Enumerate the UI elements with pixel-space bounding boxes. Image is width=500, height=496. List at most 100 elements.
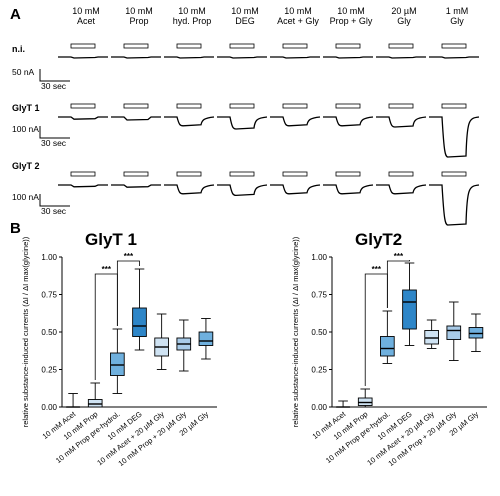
application-bar — [388, 43, 414, 49]
y-axis-label: relative substance-induced currents (ΔI … — [291, 236, 300, 427]
box — [110, 352, 125, 376]
condition-label: 10 mM DEG — [231, 6, 259, 26]
current-trace — [270, 184, 321, 195]
application-bar — [176, 103, 202, 109]
current-trace — [270, 56, 320, 59]
y-tick-label: 0.50 — [311, 328, 327, 337]
panel-a-letter: A — [10, 6, 21, 23]
box — [87, 399, 103, 408]
significance-bracket — [116, 260, 140, 326]
application-bar — [123, 171, 149, 177]
condition-label: 1 mM Gly — [445, 6, 469, 26]
row-label: n.i. — [12, 44, 25, 54]
y-tick-label: 0.25 — [41, 366, 57, 375]
current-trace — [429, 56, 479, 59]
current-trace — [164, 56, 214, 59]
current-trace — [164, 116, 215, 127]
application-bar — [229, 43, 255, 49]
current-trace — [58, 184, 108, 188]
application-bar — [388, 171, 414, 177]
box — [446, 325, 462, 340]
application-bar — [70, 43, 96, 49]
current-trace — [111, 184, 161, 188]
application-bar — [123, 103, 149, 109]
y-axis-label: relative substance-induced currents (ΔI … — [21, 236, 30, 427]
y-tick-label: 1.00 — [311, 253, 327, 262]
condition-label: 10 mM Acet — [72, 6, 100, 26]
current-trace — [323, 116, 374, 127]
y-tick-label: 0.25 — [311, 366, 327, 375]
current-trace — [429, 116, 480, 158]
application-bar — [123, 43, 149, 49]
condition-label: 10 mM Acet + Gly — [277, 6, 319, 26]
application-bar — [70, 171, 96, 177]
y-tick-label: 1.00 — [41, 253, 57, 262]
application-bar — [282, 171, 308, 177]
box-plot-2: 0.00 0.25 0.50 0.75 1.00 relative substance-i… — [291, 236, 487, 468]
box — [424, 330, 439, 345]
application-bar — [176, 171, 202, 177]
significance-label: *** — [372, 265, 382, 274]
current-trace — [58, 116, 108, 120]
scale-y-label: 100 nA — [12, 192, 39, 202]
application-bar — [70, 103, 96, 109]
condition-label: 10 mM Prop + Gly — [329, 6, 373, 26]
significance-label: *** — [394, 252, 404, 261]
scale-x-label: 30 sec — [41, 206, 67, 216]
y-tick-label: 0.00 — [41, 403, 57, 412]
current-trace — [58, 56, 108, 59]
chart-title-glyt1: GlyT 1 — [85, 230, 137, 249]
current-trace — [376, 116, 427, 128]
application-bar — [441, 43, 467, 49]
panel-b-letter: B — [10, 220, 21, 237]
application-bar — [335, 43, 361, 49]
current-trace — [270, 116, 321, 127]
scale-y-label: 50 nA — [12, 67, 35, 77]
current-trace — [217, 56, 267, 59]
current-trace — [217, 184, 268, 197]
box — [380, 336, 395, 357]
current-trace — [323, 184, 374, 195]
current-trace — [376, 56, 426, 59]
significance-label: *** — [124, 252, 134, 261]
box — [357, 397, 373, 406]
current-traces — [39, 43, 480, 226]
current-trace — [376, 184, 427, 195]
y-tick-label: 0.75 — [41, 291, 57, 300]
current-trace — [429, 184, 480, 226]
current-trace — [111, 56, 161, 59]
row-label: GlyT 1 — [12, 103, 40, 113]
application-bar — [441, 171, 467, 177]
significance-bracket — [364, 273, 388, 386]
box — [402, 289, 417, 330]
y-tick-label: 0.00 — [311, 403, 327, 412]
application-bar — [441, 103, 467, 109]
application-bar — [388, 103, 414, 109]
box-plot-1: 0.00 0.25 0.50 0.75 1.00 relative substance-i… — [21, 236, 217, 468]
box — [132, 307, 147, 337]
current-trace — [164, 184, 215, 195]
application-bar — [335, 171, 361, 177]
scale-bar — [39, 126, 70, 139]
condition-label: 10 mM Prop — [125, 6, 153, 26]
box — [198, 331, 214, 346]
condition-label: 10 mM hyd. Prop — [172, 6, 212, 26]
application-bar — [282, 43, 308, 49]
current-trace — [217, 116, 268, 130]
significance-bracket — [386, 260, 410, 308]
row-label: GlyT 2 — [12, 161, 40, 171]
y-tick-label: 0.50 — [41, 328, 57, 337]
scale-y-label: 100 nA — [12, 124, 39, 134]
chart-title-glyt2: GlyT2 — [355, 230, 403, 249]
condition-label: 20 µM Gly — [391, 6, 417, 26]
scale-x-label: 30 sec — [41, 138, 67, 148]
application-bar — [229, 171, 255, 177]
significance-label: *** — [102, 265, 112, 274]
application-bar — [229, 103, 255, 109]
y-tick-label: 0.75 — [311, 291, 327, 300]
box — [468, 327, 484, 339]
current-trace — [323, 56, 373, 59]
scale-bar — [39, 69, 70, 82]
application-bar — [282, 103, 308, 109]
